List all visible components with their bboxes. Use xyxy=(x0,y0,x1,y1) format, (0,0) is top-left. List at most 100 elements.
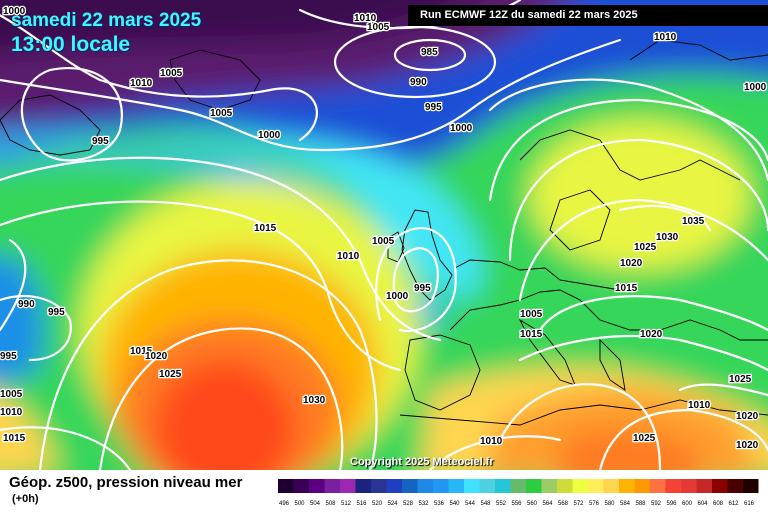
color-scale-swatch xyxy=(495,479,511,493)
isobar-label: 1010 xyxy=(0,407,23,418)
isobar-label: 1025 xyxy=(729,374,752,385)
isobar-label: 990 xyxy=(410,77,427,88)
color-scale: 496 500 504 508 512 516 520 524 528 532 536 540 544 5… xyxy=(278,479,759,507)
copyright-text: Copyright 2025 Meteociel.fr xyxy=(350,456,494,468)
color-scale-swatch xyxy=(417,479,433,493)
isobar-label: 1030 xyxy=(656,232,679,243)
coastlines xyxy=(0,39,768,426)
color-scale-swatch xyxy=(293,479,309,493)
isobar-label: 1010 xyxy=(130,78,153,89)
isobar-label: 1020 xyxy=(736,440,759,451)
color-scale-swatch xyxy=(743,479,759,493)
color-scale-label: 504 xyxy=(310,501,321,507)
color-scale-swatch xyxy=(355,479,371,493)
color-scale-label: 528 xyxy=(403,501,414,507)
isobar-label: 1025 xyxy=(633,433,656,444)
color-scale-label: 616 xyxy=(744,501,755,507)
color-scale-swatch xyxy=(619,479,635,493)
geopotential-field xyxy=(0,0,768,470)
isobar-label: 1005 xyxy=(372,236,395,247)
color-scale-label: 552 xyxy=(496,501,507,507)
color-scale-swatch xyxy=(324,479,340,493)
isobar-label: 1025 xyxy=(634,242,657,253)
color-scale-swatch xyxy=(681,479,697,493)
isobar-label: 995 xyxy=(48,307,65,318)
isobar-label: 1000 xyxy=(258,130,281,141)
color-scale-swatch xyxy=(278,479,294,493)
isobars xyxy=(0,0,768,470)
isobar-label: 1010 xyxy=(354,13,377,24)
color-scale-label: 524 xyxy=(388,501,399,507)
isobar-label: 1005 xyxy=(0,389,23,400)
isobar-label: 1010 xyxy=(654,32,677,43)
legend-subtitle: (+0h) xyxy=(12,493,39,505)
isobar-label: 1005 xyxy=(520,309,543,320)
color-scale-label: 560 xyxy=(527,501,538,507)
color-scale-swatch xyxy=(665,479,681,493)
color-scale-swatch xyxy=(464,479,480,493)
color-scale-label: 536 xyxy=(434,501,445,507)
color-scale-label: 512 xyxy=(341,501,352,507)
weather-map: 1010 1005 985 1010 1000 990 995 1005 101… xyxy=(0,0,768,470)
legend-footer: Géop. z500, pression niveau mer (+0h) 49… xyxy=(0,470,768,512)
isobar-label: 985 xyxy=(421,47,438,58)
isobar-label: 1015 xyxy=(130,346,153,357)
color-scale-label: 520 xyxy=(372,501,383,507)
color-scale-label: 596 xyxy=(667,501,678,507)
color-scale-swatch xyxy=(479,479,495,493)
color-scale-label: 496 xyxy=(279,501,290,507)
isobar-label: 1000 xyxy=(744,82,767,93)
color-scale-swatch xyxy=(402,479,418,493)
color-scale-label: 532 xyxy=(419,501,430,507)
color-scale-swatch xyxy=(433,479,449,493)
color-scale-label: 608 xyxy=(713,501,724,507)
forecast-time: 13:00 locale xyxy=(11,33,131,56)
isobar-label: 1010 xyxy=(688,400,711,411)
isobar-label: 1020 xyxy=(620,258,643,269)
color-scale-swatch xyxy=(510,479,526,493)
isobar-label: 1015 xyxy=(3,433,26,444)
color-scale-label: 600 xyxy=(682,501,693,507)
isobar-label: 1035 xyxy=(682,216,705,227)
isobar-label: 1010 xyxy=(480,436,503,447)
isobar-label: 990 xyxy=(18,299,35,310)
color-scale-label: 548 xyxy=(481,501,492,507)
isobar-label: 1000 xyxy=(450,123,473,134)
color-scale-swatch xyxy=(526,479,542,493)
color-scale-label: 588 xyxy=(636,501,647,507)
isobar-label: 1005 xyxy=(210,108,233,119)
isobar-label: 1000 xyxy=(386,291,409,302)
isobar-label: 1010 xyxy=(337,251,360,262)
color-scale-swatch xyxy=(448,479,464,493)
isobar-label: 1030 xyxy=(303,395,326,406)
color-scale-swatch xyxy=(572,479,588,493)
isobar-label: 995 xyxy=(0,351,17,362)
color-scale-label: 580 xyxy=(605,501,616,507)
isobar-label: 1020 xyxy=(640,329,663,340)
isobar-label: 1000 xyxy=(3,6,26,17)
color-scale-swatch xyxy=(712,479,728,493)
color-scale-swatch xyxy=(557,479,573,493)
color-scale-label: 556 xyxy=(512,501,523,507)
color-scale-label: 604 xyxy=(698,501,709,507)
isobar-label: 1020 xyxy=(145,351,168,362)
color-scale-swatch xyxy=(727,479,743,493)
isobar-label: 1015 xyxy=(615,283,638,294)
color-scale-label: 544 xyxy=(465,501,476,507)
isobar-label: 1015 xyxy=(520,329,543,340)
color-scale-label: 564 xyxy=(543,501,554,507)
color-scale-swatch xyxy=(634,479,650,493)
isobar-label: 1015 xyxy=(254,223,277,234)
isobar-label: 1005 xyxy=(160,68,183,79)
color-scale-label: 540 xyxy=(450,501,461,507)
color-scale-swatch xyxy=(588,479,604,493)
model-run-label: Run ECMWF 12Z du samedi 22 mars 2025 xyxy=(408,5,768,26)
color-scale-swatch xyxy=(371,479,387,493)
isobar-label: 995 xyxy=(425,102,442,113)
color-scale-label: 576 xyxy=(589,501,600,507)
color-scale-label: 516 xyxy=(357,501,368,507)
color-scale-swatch xyxy=(386,479,402,493)
color-scale-swatch xyxy=(650,479,666,493)
isobar-labels: 1010 1005 985 1010 1000 990 995 1005 101… xyxy=(0,5,768,453)
